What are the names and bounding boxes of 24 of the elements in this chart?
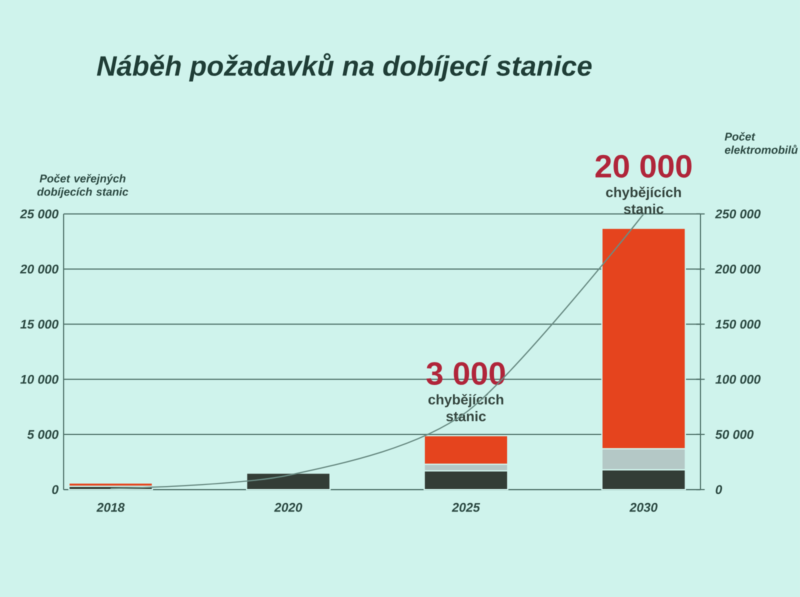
y-axis-title: Počet veřejných dobíjecích stanic bbox=[37, 174, 128, 198]
x-tick-label: 2030 bbox=[629, 502, 658, 512]
x-tick-label: 2018 bbox=[96, 502, 125, 512]
bar bbox=[246, 472, 331, 490]
y2-axis-title: Počet elektromobilů bbox=[724, 132, 798, 154]
y-tick-label: 20 000 bbox=[20, 264, 59, 274]
bar bbox=[68, 482, 154, 487]
y-tick-label: 25 000 bbox=[20, 209, 59, 218]
line-series bbox=[110, 213, 644, 490]
y-tick-label: 10 000 bbox=[20, 374, 59, 384]
y-tick-label: 15 000 bbox=[20, 320, 59, 329]
y2-tick-label: 0 bbox=[716, 485, 722, 494]
x-tick-label: 2025 bbox=[452, 502, 480, 512]
y2-tick-label: 250 000 bbox=[715, 209, 761, 218]
x-tick-label: 2020 bbox=[274, 502, 302, 512]
chart-title: Náběh požadavků na dobíjecí stanice bbox=[96, 53, 592, 82]
y-tick-label: 5 000 bbox=[27, 430, 59, 439]
annotation: chybějících stanic bbox=[606, 186, 681, 214]
y2-tick-label: 50 000 bbox=[715, 430, 754, 439]
annotation: 20 000 bbox=[596, 154, 692, 178]
y2-tick-label: 200 000 bbox=[715, 264, 761, 274]
y2-tick-label: 150 000 bbox=[715, 320, 761, 329]
y2-tick-label: 100 000 bbox=[715, 374, 761, 384]
y-tick-label: 0 bbox=[52, 485, 59, 494]
